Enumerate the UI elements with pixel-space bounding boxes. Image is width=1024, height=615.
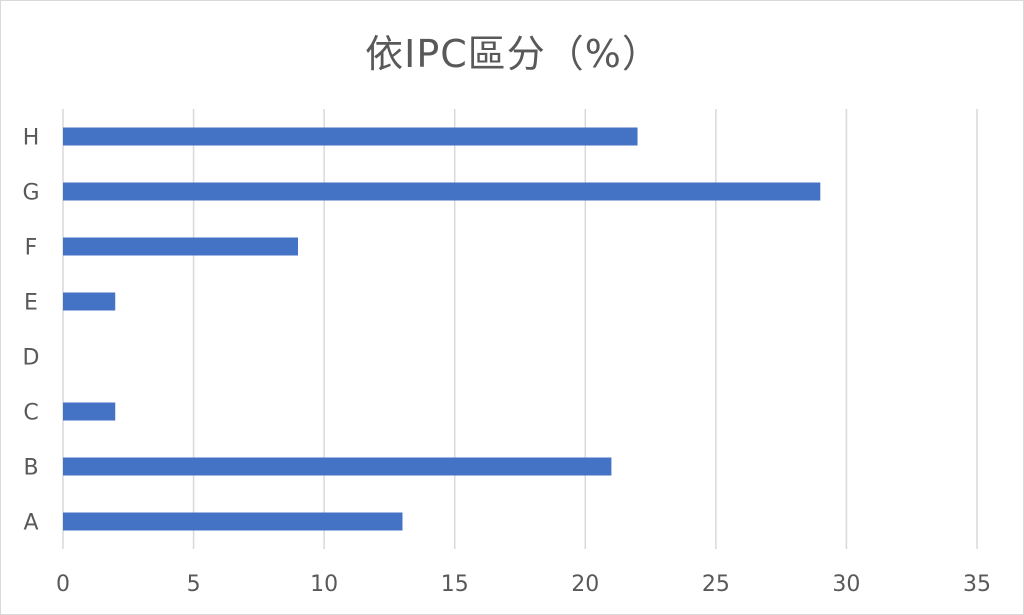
x-tick-label: 15: [441, 572, 469, 597]
x-tick-label: 30: [832, 572, 860, 597]
category-labels: A B C D E F G H: [22, 126, 39, 536]
bar-h: [63, 127, 638, 146]
x-tick-label: 25: [702, 572, 730, 597]
bar-f: [63, 237, 299, 256]
x-tick-label: 35: [963, 572, 991, 597]
grid-lines: [62, 109, 978, 549]
bar-e: [63, 292, 116, 311]
chart-title: 依IPC區分（%）: [365, 32, 661, 76]
bar-series: [63, 127, 821, 531]
category-label-b: B: [23, 456, 38, 481]
category-label-e: E: [24, 291, 38, 316]
x-tick-label: 10: [310, 572, 338, 597]
bar-a: [63, 512, 403, 531]
category-label-g: G: [22, 181, 39, 206]
bar-g: [63, 182, 821, 201]
category-label-c: C: [23, 401, 38, 426]
category-label-h: H: [23, 126, 40, 151]
x-tick-labels: 0 5 10 15 20 25 30 35: [56, 572, 991, 597]
bar-b: [63, 457, 612, 476]
x-tick-label: 0: [56, 572, 70, 597]
category-label-a: A: [23, 511, 38, 536]
x-tick-label: 5: [187, 572, 201, 597]
x-tick-label: 20: [571, 572, 599, 597]
bar-c: [63, 402, 116, 421]
category-label-d: D: [23, 346, 40, 371]
category-label-f: F: [25, 236, 38, 261]
